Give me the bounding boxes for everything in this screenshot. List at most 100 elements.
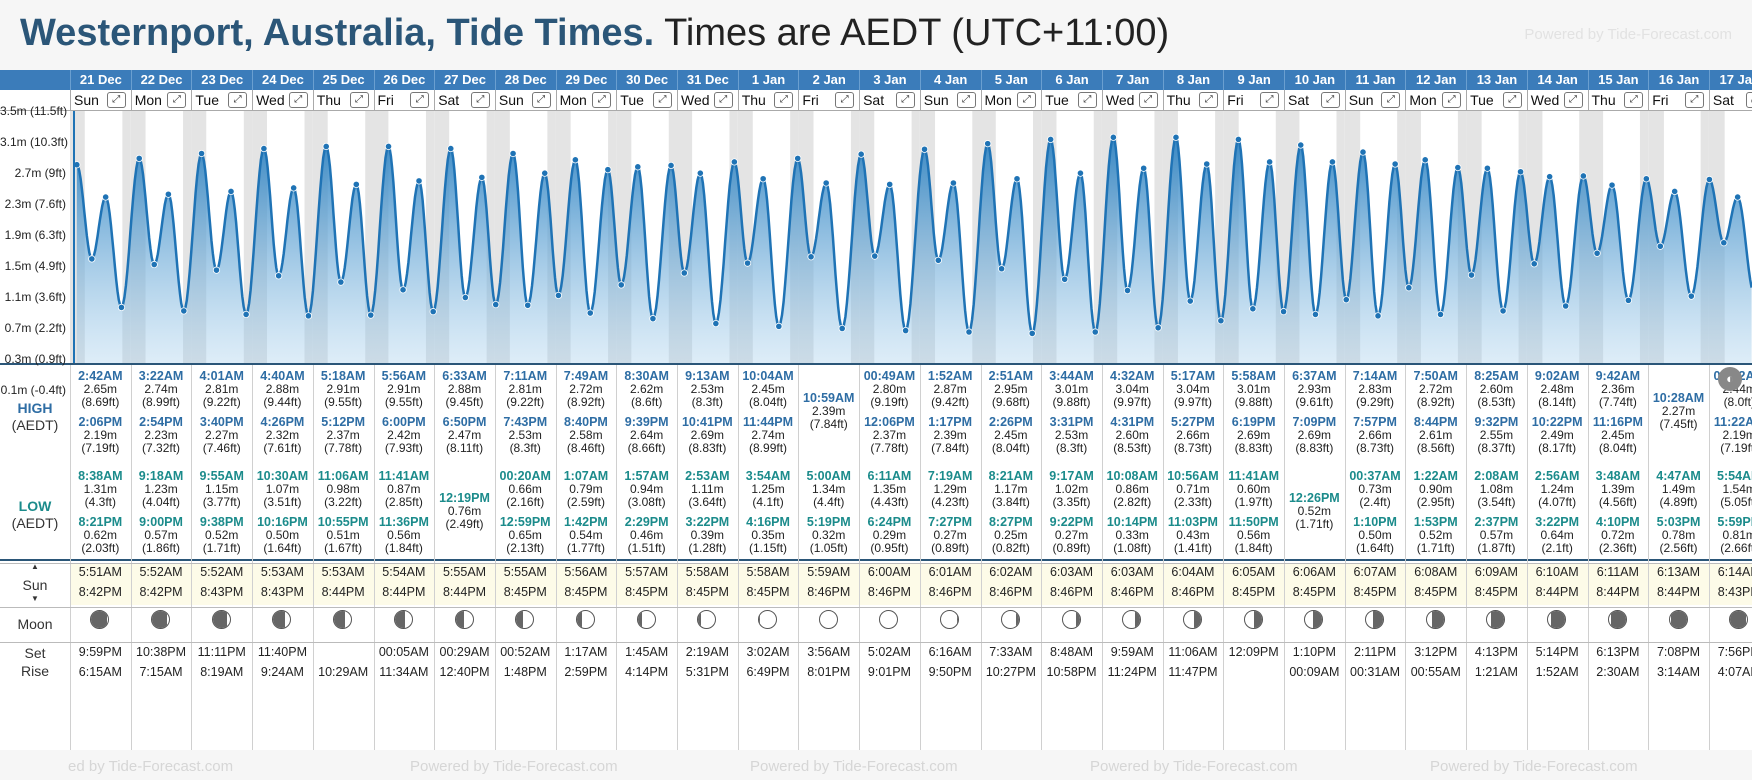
moon-shadow [91, 611, 108, 628]
expand-icon[interactable]: ⤢ [653, 92, 672, 108]
date-header[interactable]: 4 Jan [919, 70, 981, 90]
high-tide-height-ft: (7.84ft) [809, 417, 848, 431]
date-header[interactable]: 29 Dec [555, 70, 617, 90]
date-header[interactable]: 26 Dec [373, 70, 435, 90]
high-tide-entry: 7:50AM 2.72m (8.92ft) [1405, 370, 1466, 409]
tide-point [1530, 260, 1538, 268]
date-header[interactable]: 28 Dec [494, 70, 556, 90]
date-header[interactable]: 31 Dec [677, 70, 738, 90]
expand-icon[interactable]: ⤢ [1017, 92, 1037, 108]
low-tide-height-m: 0.33m [1115, 528, 1149, 542]
high-tide-entry: 10:28AM 2.27m (7.45ft) [1648, 392, 1709, 431]
expand-icon[interactable]: ⤢ [349, 92, 369, 108]
moonset-time: 5:02AM [867, 645, 911, 659]
date-header[interactable]: 24 Dec [252, 70, 313, 90]
expand-icon[interactable]: ⤢ [895, 92, 915, 108]
expand-icon[interactable]: ⤢ [531, 92, 551, 108]
date-header[interactable]: 14 Jan [1526, 70, 1588, 90]
date-header[interactable]: 21 Dec [70, 70, 131, 90]
column-divider [494, 365, 496, 750]
date-header[interactable]: 8 Jan [1162, 70, 1224, 90]
high-tide-time: 7:11AM [503, 369, 548, 383]
date-header[interactable]: 16 Jan [1648, 70, 1709, 90]
high-tide-height-ft: (7.46ft) [202, 441, 241, 455]
moon-shadow [1075, 611, 1080, 628]
date-header[interactable]: 15 Jan [1587, 70, 1649, 90]
low-tide-height-m: 1.31m [83, 482, 118, 496]
moonset-time: 7:56PM [1717, 645, 1752, 659]
moonrise-time: 7:15AM [139, 665, 183, 679]
expand-icon[interactable]: ⤢ [1260, 92, 1279, 108]
low-tide-time: 3:22PM [1535, 515, 1580, 529]
column-divider [1101, 90, 1103, 110]
expand-icon[interactable]: ⤢ [1502, 92, 1522, 108]
low-tide-time: 6:24PM [867, 515, 912, 529]
moonrise-time: 4:07AM [1717, 665, 1752, 679]
high-tide-height-m: 2.49m [1540, 428, 1574, 442]
date-header[interactable]: 23 Dec [191, 70, 252, 90]
expand-icon[interactable]: ⤢ [288, 92, 308, 108]
tide-point [1436, 310, 1445, 319]
high-tide-time: 10:22PM [1531, 415, 1583, 429]
date-header[interactable]: 2 Jan [798, 70, 859, 90]
moonrise-time: 5:31PM [685, 665, 729, 679]
date-header[interactable]: 13 Jan [1466, 70, 1527, 90]
low-tide-entry: 6:11AM 1.35m (4.43ft) [859, 470, 920, 509]
expand-icon[interactable]: ⤢ [167, 92, 187, 108]
expand-icon[interactable]: ⤢ [228, 92, 248, 108]
low-tide-height-ft: (3.54ft) [1477, 495, 1516, 509]
expand-icon[interactable]: ⤢ [956, 92, 976, 108]
date-header[interactable]: 6 Jan [1041, 70, 1102, 90]
expand-icon[interactable]: ⤢ [835, 92, 855, 108]
high-tide-entry: 5:56AM 2.91m (9.55ft) [374, 370, 435, 409]
date-header[interactable]: 12 Jan [1405, 70, 1466, 90]
low-tide-entry: 9:18AM 1.23m (4.04ft) [131, 470, 192, 509]
sunset-time: 8:45PM [1232, 585, 1276, 599]
date-header[interactable]: 9 Jan [1223, 70, 1284, 90]
date-header[interactable]: 25 Dec [312, 70, 374, 90]
expand-icon[interactable]: ⤢ [1684, 92, 1704, 108]
column-divider [1587, 365, 1589, 750]
sunrise-time: 6:13AM [1656, 565, 1701, 579]
date-header[interactable]: 10 Jan [1284, 70, 1345, 90]
scroll-handle-icon[interactable]: ◐ [1718, 367, 1742, 391]
expand-icon[interactable]: ⤢ [1745, 92, 1752, 108]
low-tide-entry: 1:57AM 0.94m (3.08ft) [616, 470, 677, 509]
expand-icon[interactable]: ⤢ [1320, 92, 1340, 108]
date-header[interactable]: 11 Jan [1344, 70, 1406, 90]
expand-icon[interactable]: ⤢ [1442, 92, 1462, 108]
expand-icon[interactable]: ⤢ [1138, 92, 1158, 108]
date-header[interactable]: 30 Dec [616, 70, 677, 90]
date-header[interactable]: 17 Jan [1708, 70, 1752, 90]
moonrise-time: 00:55AM [1410, 665, 1461, 679]
low-tide-entry: 7:27PM 0.27m (0.89ft) [920, 516, 981, 555]
expand-icon[interactable]: ⤢ [1077, 92, 1097, 108]
date-header[interactable]: 22 Dec [130, 70, 192, 90]
date-header[interactable]: 5 Jan [980, 70, 1042, 90]
tide-point [1186, 297, 1194, 305]
expand-icon[interactable]: ⤢ [106, 92, 126, 108]
high-tide-time: 4:32AM [1110, 369, 1155, 383]
expand-icon[interactable]: ⤢ [410, 92, 430, 108]
expand-icon[interactable]: ⤢ [1381, 92, 1401, 108]
tide-point [1154, 324, 1162, 332]
low-tide-height-m: 0.87m [387, 482, 421, 496]
expand-icon[interactable]: ⤢ [1624, 92, 1644, 108]
low-tide-time: 12:19PM [439, 491, 490, 505]
expand-icon[interactable]: ⤢ [1199, 92, 1219, 108]
powered-by-link[interactable]: Powered by Tide-Forecast.com [1524, 26, 1732, 43]
high-row-tz: (AEDT) [11, 417, 59, 433]
expand-icon[interactable]: ⤢ [713, 92, 733, 108]
date-header[interactable]: 27 Dec [434, 70, 495, 90]
date-header[interactable]: 3 Jan [859, 70, 920, 90]
expand-icon[interactable]: ⤢ [592, 92, 612, 108]
tide-point [571, 156, 579, 164]
sunset-time: 8:45PM [564, 585, 608, 599]
date-header[interactable]: 7 Jan [1101, 70, 1163, 90]
expand-icon[interactable]: ⤢ [1563, 92, 1583, 108]
low-tide-height-ft: (1.64ft) [263, 541, 302, 555]
date-header[interactable]: 1 Jan [737, 70, 799, 90]
moonset-time: 6:16AM [928, 645, 972, 659]
expand-icon[interactable]: ⤢ [470, 92, 490, 108]
expand-icon[interactable]: ⤢ [774, 92, 794, 108]
